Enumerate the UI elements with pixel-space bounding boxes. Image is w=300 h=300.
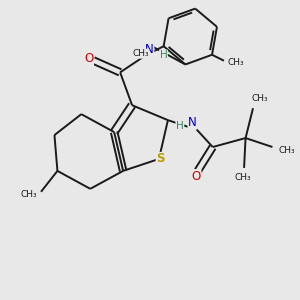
Text: CH₃: CH₃ <box>132 49 149 58</box>
Text: CH₃: CH₃ <box>227 58 244 67</box>
Text: H: H <box>160 50 167 60</box>
Text: CH₃: CH₃ <box>278 146 295 154</box>
Text: CH₃: CH₃ <box>252 94 268 103</box>
Text: CH₃: CH₃ <box>21 190 38 199</box>
Text: O: O <box>192 170 201 183</box>
Text: N: N <box>145 43 154 56</box>
Text: N: N <box>188 116 197 129</box>
Text: H: H <box>176 121 184 131</box>
Text: CH₃: CH₃ <box>234 173 251 182</box>
Text: O: O <box>84 52 93 65</box>
Text: S: S <box>156 152 165 166</box>
